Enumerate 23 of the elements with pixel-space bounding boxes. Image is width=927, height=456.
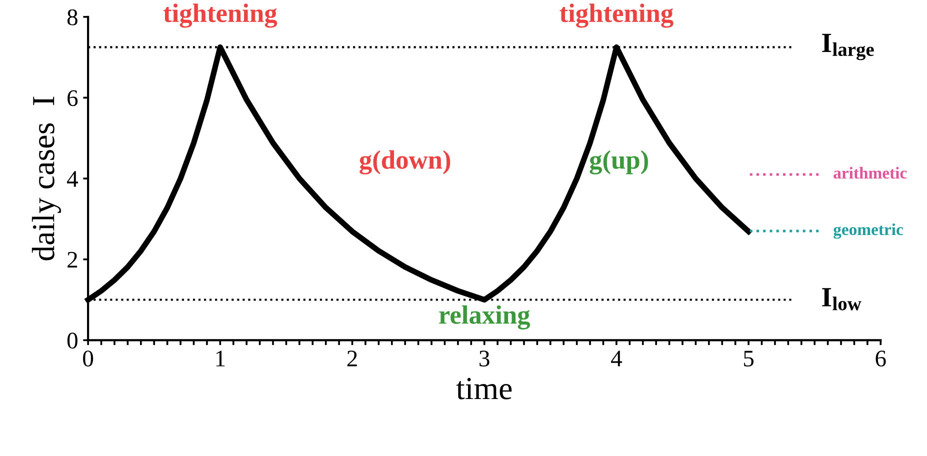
annotation: tightening <box>163 4 278 28</box>
y-tick-label: 4 <box>67 171 78 187</box>
x-tick-label: 1 <box>216 350 225 366</box>
annotation: tightening <box>560 4 674 28</box>
ref-line-label: I$_{large}$ <box>822 34 874 60</box>
ref-line-label: I$_{low}$ <box>822 288 862 310</box>
x-tick-label: 2 <box>347 350 357 366</box>
y-tick-label: 0 <box>67 332 78 349</box>
y-tick-label: 2 <box>68 252 78 268</box>
x-tick-label: 6 <box>876 350 886 367</box>
annotation: g(up) <box>590 150 648 174</box>
ref-line-label: arithmetic <box>834 166 907 179</box>
annotation: relaxing <box>439 305 530 330</box>
x-axis-title: time <box>456 378 512 400</box>
annotation: g(down) <box>360 150 450 174</box>
x-tick-label: 5 <box>744 350 754 367</box>
y-tick-label: 6 <box>68 90 78 106</box>
x-tick-label: 0 <box>83 350 94 367</box>
y-tick-label: 8 <box>67 9 78 26</box>
y-axis-title: daily cases I <box>32 96 61 260</box>
x-tick-label: 4 <box>611 350 622 366</box>
x-tick-label: 3 <box>480 350 490 367</box>
ref-line-label: geometric <box>834 223 903 239</box>
